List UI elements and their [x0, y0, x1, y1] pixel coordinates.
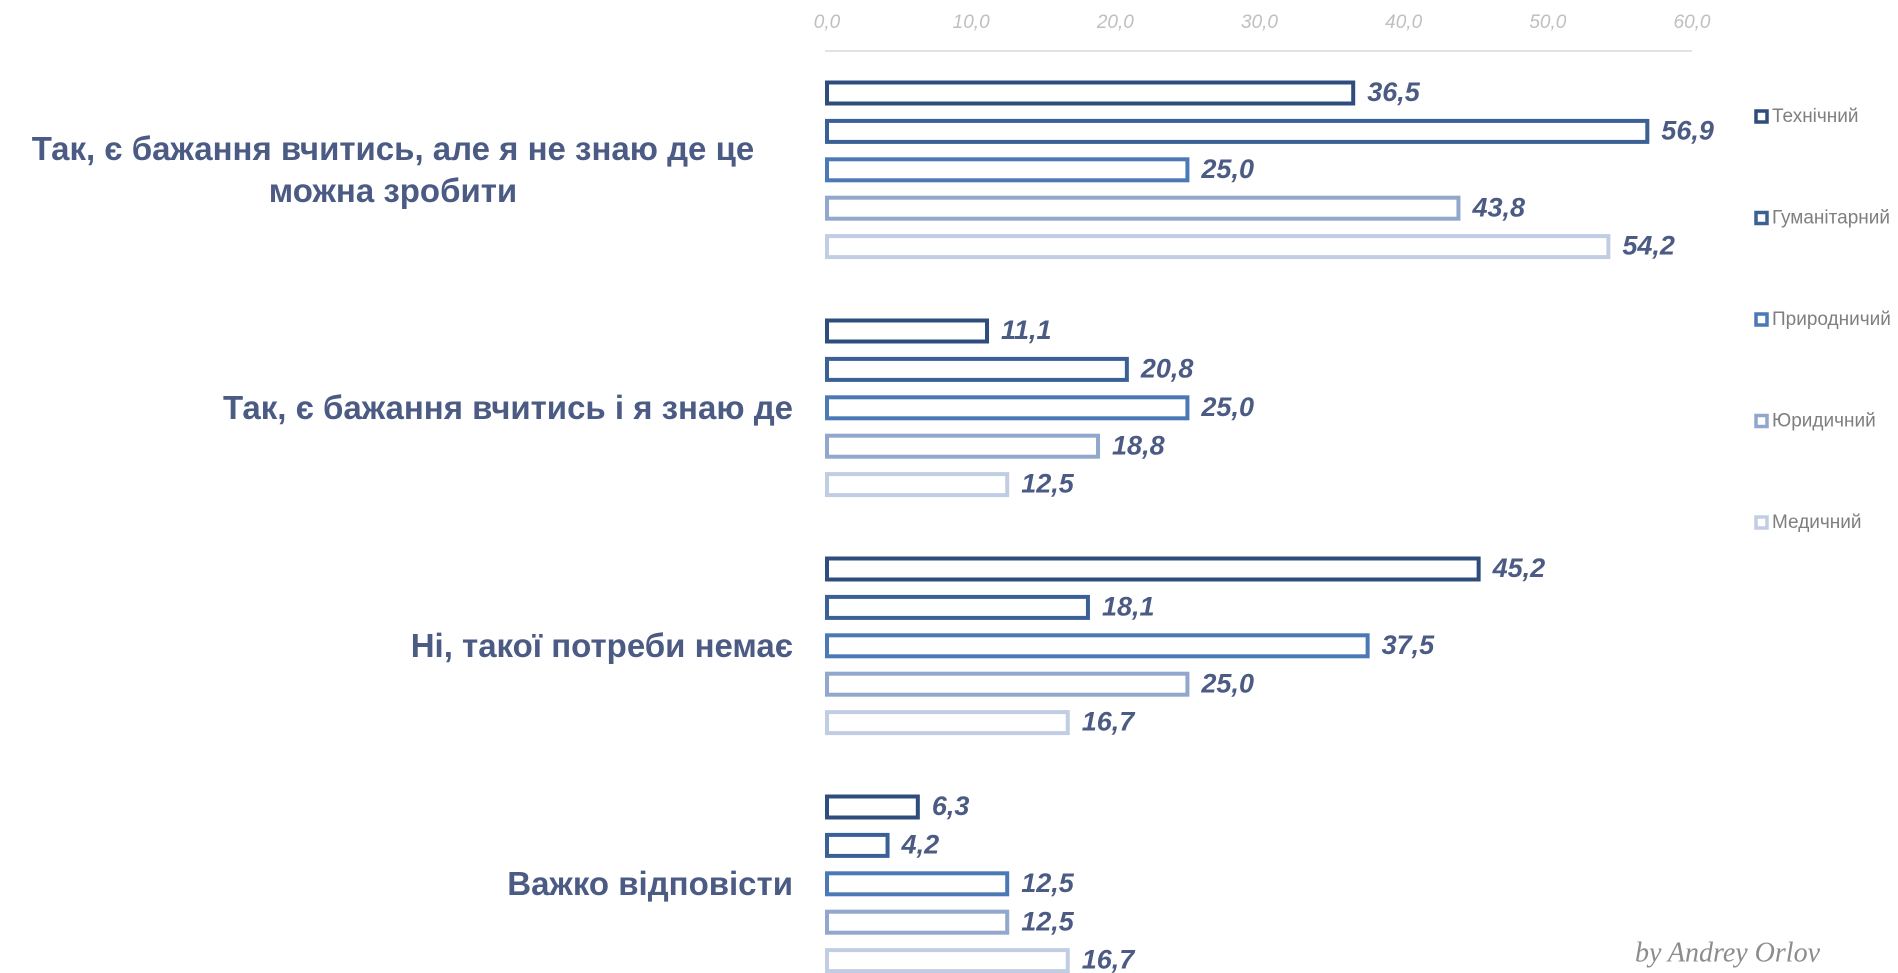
- legend-marker: [1754, 413, 1769, 429]
- value-label: 16,7: [1082, 945, 1137, 973]
- watermark: by Andrey Orlov: [1635, 937, 1821, 968]
- value-label: 18,1: [1102, 592, 1155, 622]
- value-label: 20,8: [1140, 354, 1194, 384]
- value-label: 4,2: [901, 830, 940, 860]
- x-tick-label: 40,0: [1385, 12, 1422, 33]
- bar: [825, 433, 1101, 459]
- value-label: 36,5: [1367, 77, 1421, 107]
- value-label: 12,5: [1021, 906, 1075, 936]
- x-tick-label: 20,0: [1096, 12, 1134, 33]
- category-label: Так, є бажання вчитись, але я не знаю де…: [31, 129, 755, 209]
- value-label: 43,8: [1471, 192, 1525, 222]
- bar: [825, 594, 1090, 620]
- bar: [825, 234, 1611, 260]
- legend-marker: [1754, 312, 1769, 327]
- bar: [825, 395, 1190, 421]
- value-label: 25,0: [1200, 154, 1254, 184]
- x-tick-label: 60,0: [1674, 12, 1711, 33]
- x-tick-label: 30,0: [1241, 12, 1278, 33]
- bar: [825, 909, 1010, 935]
- value-label: 56,9: [1661, 116, 1714, 146]
- legend-label: Медичний: [1772, 512, 1862, 533]
- value-label: 25,0: [1200, 392, 1254, 422]
- category-label-box: Важко відповісти: [0, 863, 793, 905]
- bar: [825, 633, 1370, 659]
- bar: [825, 356, 1129, 382]
- value-label: 37,5: [1382, 630, 1436, 660]
- category-label-box: Так, є бажання вчитись, але я не знаю де…: [0, 128, 793, 212]
- bar: [825, 157, 1190, 183]
- x-tick-label: 50,0: [1529, 12, 1566, 33]
- value-label: 16,7: [1082, 707, 1137, 737]
- x-tick-label: 0,0: [814, 12, 841, 33]
- bar: [825, 710, 1070, 736]
- category-label-box: Ні, такої потреби немає: [0, 625, 793, 667]
- category-label: Важко відповісти: [507, 864, 793, 902]
- value-label: 11,1: [1001, 315, 1052, 345]
- value-label: 45,2: [1492, 553, 1546, 583]
- value-label: 12,5: [1021, 868, 1075, 898]
- bar: [825, 195, 1461, 221]
- bar: [825, 472, 1010, 498]
- legend-label: Технічний: [1772, 106, 1859, 127]
- legend-label: Гуманітарний: [1772, 208, 1890, 229]
- legend-label: Юридичний: [1772, 411, 1876, 432]
- value-label: 25,0: [1200, 668, 1254, 698]
- bar: [825, 948, 1070, 973]
- category-label: Так, є бажання вчитись і я знаю де: [223, 388, 793, 426]
- value-label: 18,8: [1112, 430, 1165, 460]
- legend-marker: [1754, 109, 1769, 124]
- bar: [825, 832, 890, 858]
- value-label: 54,2: [1622, 231, 1675, 261]
- bar: [825, 671, 1190, 697]
- bar: [825, 80, 1356, 106]
- legend-label: Природничий: [1772, 309, 1891, 330]
- x-tick-label: 10,0: [953, 12, 990, 33]
- value-label: 6,3: [932, 791, 970, 821]
- bar: [825, 556, 1481, 582]
- bar: [825, 871, 1010, 897]
- bar: [825, 318, 990, 344]
- category-label: Ні, такої потреби немає: [410, 626, 793, 664]
- legend-marker: [1754, 515, 1769, 530]
- bar: [825, 794, 920, 820]
- category-label-box: Так, є бажання вчитись і я знаю де: [0, 387, 793, 429]
- bar: [825, 118, 1650, 144]
- legend-marker: [1754, 210, 1769, 226]
- value-label: 12,5: [1021, 469, 1075, 499]
